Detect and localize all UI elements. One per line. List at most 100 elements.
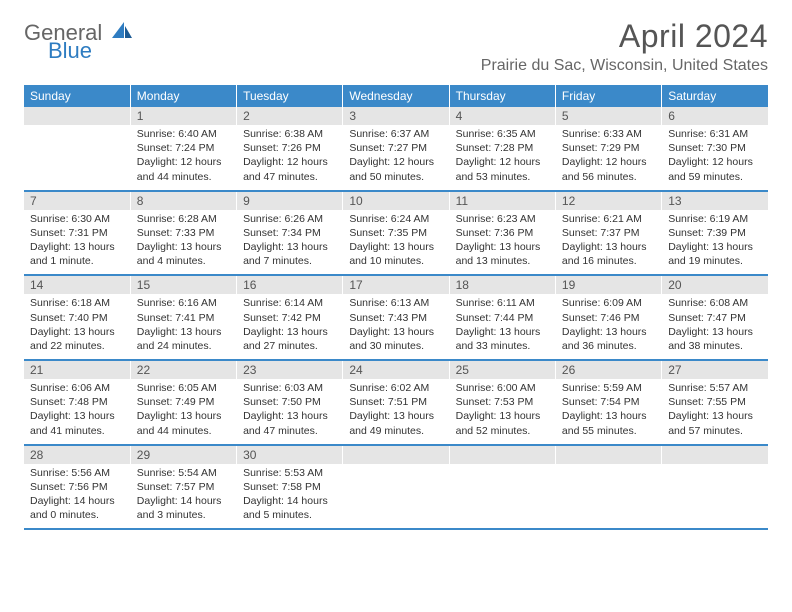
sunrise-line: Sunrise: 6:05 AM [137,381,230,395]
day-details: Sunrise: 6:13 AMSunset: 7:43 PMDaylight:… [343,294,448,359]
day-cell: 24Sunrise: 6:02 AMSunset: 7:51 PMDayligh… [343,360,449,445]
daylight-line: Daylight: 13 hours and 57 minutes. [668,409,762,437]
sunset-line: Sunset: 7:34 PM [243,226,336,240]
day-details: Sunrise: 6:02 AMSunset: 7:51 PMDaylight:… [343,379,448,444]
daylight-line: Daylight: 14 hours and 3 minutes. [137,494,230,522]
week-row: 28Sunrise: 5:56 AMSunset: 7:56 PMDayligh… [24,445,768,530]
sunrise-line: Sunrise: 6:11 AM [456,296,549,310]
daylight-line: Daylight: 14 hours and 5 minutes. [243,494,336,522]
header: General Blue April 2024 Prairie du Sac, … [24,18,768,75]
title-block: April 2024 Prairie du Sac, Wisconsin, Un… [481,18,768,75]
day-cell: 8Sunrise: 6:28 AMSunset: 7:33 PMDaylight… [130,191,236,276]
day-details: Sunrise: 6:37 AMSunset: 7:27 PMDaylight:… [343,125,448,190]
week-row: 1Sunrise: 6:40 AMSunset: 7:24 PMDaylight… [24,107,768,191]
daylight-line: Daylight: 12 hours and 47 minutes. [243,155,336,183]
day-cell: 22 Sunrise: 6:05 AMSunset: 7:49 PMDayligh… [130,360,236,445]
day-details: Sunrise: 6:23 AMSunset: 7:36 PMDaylight:… [450,210,555,275]
day-cell: 13Sunrise: 6:19 AMSunset: 7:39 PMDayligh… [662,191,768,276]
day-number: 29 [131,446,236,464]
sunrise-line: Sunrise: 6:40 AM [137,127,230,141]
sunrise-line: Sunrise: 6:23 AM [456,212,549,226]
day-cell [555,445,661,530]
sunrise-line: Sunrise: 5:54 AM [137,466,230,480]
sunset-line: Sunset: 7:40 PM [30,311,124,325]
day-details: Sunrise: 6:08 AMSunset: 7:47 PMDaylight:… [662,294,768,359]
empty-day-body [662,464,768,522]
day-details: Sunrise: 6:19 AMSunset: 7:39 PMDaylight:… [662,210,768,275]
sunrise-line: Sunrise: 6:38 AM [243,127,336,141]
day-number: 24 [343,361,448,379]
day-details: Sunrise: 5:53 AMSunset: 7:58 PMDaylight:… [237,464,342,529]
sunrise-line: Sunrise: 6:26 AM [243,212,336,226]
day-details: Sunrise: 6:31 AMSunset: 7:30 PMDaylight:… [662,125,768,190]
sunrise-line: Sunrise: 5:57 AM [668,381,762,395]
day-cell [662,445,768,530]
day-number: 23 [237,361,342,379]
col-monday: Monday [130,85,236,107]
day-number: 18 [450,276,555,294]
daylight-line: Daylight: 13 hours and 44 minutes. [137,409,230,437]
day-cell: 20Sunrise: 6:08 AMSunset: 7:47 PMDayligh… [662,275,768,360]
empty-day-body [556,464,661,522]
day-details: Sunrise: 6:35 AMSunset: 7:28 PMDaylight:… [450,125,555,190]
day-number: 22 [131,361,236,379]
day-number: 17 [343,276,448,294]
day-cell: 10Sunrise: 6:24 AMSunset: 7:35 PMDayligh… [343,191,449,276]
day-details: Sunrise: 5:57 AMSunset: 7:55 PMDaylight:… [662,379,768,444]
day-cell: 19Sunrise: 6:09 AMSunset: 7:46 PMDayligh… [555,275,661,360]
daylight-line: Daylight: 12 hours and 59 minutes. [668,155,762,183]
daylight-line: Daylight: 13 hours and 38 minutes. [668,325,762,353]
empty-day-number [24,107,130,125]
sunset-line: Sunset: 7:26 PM [243,141,336,155]
day-number: 26 [556,361,661,379]
day-cell: 4Sunrise: 6:35 AMSunset: 7:28 PMDaylight… [449,107,555,191]
sunrise-line: Sunrise: 6:14 AM [243,296,336,310]
sunset-line: Sunset: 7:42 PM [243,311,336,325]
sunset-line: Sunset: 7:53 PM [456,395,549,409]
col-friday: Friday [555,85,661,107]
day-number: 8 [131,192,236,210]
sunset-line: Sunset: 7:49 PM [137,395,230,409]
daylight-line: Daylight: 13 hours and 36 minutes. [562,325,655,353]
week-row: 21Sunrise: 6:06 AMSunset: 7:48 PMDayligh… [24,360,768,445]
daylight-line: Daylight: 13 hours and 24 minutes. [137,325,230,353]
sunset-line: Sunset: 7:46 PM [562,311,655,325]
empty-day-body [450,464,555,522]
day-details: Sunrise: 6:30 AMSunset: 7:31 PMDaylight:… [24,210,130,275]
day-cell: 6Sunrise: 6:31 AMSunset: 7:30 PMDaylight… [662,107,768,191]
daylight-line: Daylight: 12 hours and 56 minutes. [562,155,655,183]
logo: General Blue [24,22,134,62]
month-title: April 2024 [481,18,768,55]
sunrise-line: Sunrise: 6:06 AM [30,381,124,395]
day-details: Sunrise: 6:38 AMSunset: 7:26 PMDaylight:… [237,125,342,190]
day-details: Sunrise: 6:33 AMSunset: 7:29 PMDaylight:… [556,125,661,190]
day-details: Sunrise: 6:28 AMSunset: 7:33 PMDaylight:… [131,210,236,275]
calendar-table: Sunday Monday Tuesday Wednesday Thursday… [24,85,768,530]
daylight-line: Daylight: 13 hours and 16 minutes. [562,240,655,268]
sunrise-line: Sunrise: 5:56 AM [30,466,124,480]
daylight-line: Daylight: 13 hours and 22 minutes. [30,325,124,353]
sunrise-line: Sunrise: 5:53 AM [243,466,336,480]
day-number: 7 [24,192,130,210]
daylight-line: Daylight: 13 hours and 41 minutes. [30,409,124,437]
sunrise-line: Sunrise: 6:24 AM [349,212,442,226]
col-tuesday: Tuesday [237,85,343,107]
sunrise-line: Sunrise: 6:37 AM [349,127,442,141]
day-cell: 7Sunrise: 6:30 AMSunset: 7:31 PMDaylight… [24,191,130,276]
sunset-line: Sunset: 7:30 PM [668,141,762,155]
sunset-line: Sunset: 7:39 PM [668,226,762,240]
sunset-line: Sunset: 7:31 PM [30,226,124,240]
sunset-line: Sunset: 7:44 PM [456,311,549,325]
day-details: Sunrise: 6:03 AMSunset: 7:50 PMDaylight:… [237,379,342,444]
day-details: Sunrise: 5:56 AMSunset: 7:56 PMDaylight:… [24,464,130,529]
sunset-line: Sunset: 7:51 PM [349,395,442,409]
sunset-line: Sunset: 7:29 PM [562,141,655,155]
daylight-line: Daylight: 13 hours and 55 minutes. [562,409,655,437]
day-details: Sunrise: 6:24 AMSunset: 7:35 PMDaylight:… [343,210,448,275]
day-cell: 27Sunrise: 5:57 AMSunset: 7:55 PMDayligh… [662,360,768,445]
day-details: Sunrise: 6:18 AMSunset: 7:40 PMDaylight:… [24,294,130,359]
day-details: Sunrise: 6:09 AMSunset: 7:46 PMDaylight:… [556,294,661,359]
col-wednesday: Wednesday [343,85,449,107]
day-number: 13 [662,192,768,210]
daylight-line: Daylight: 13 hours and 52 minutes. [456,409,549,437]
